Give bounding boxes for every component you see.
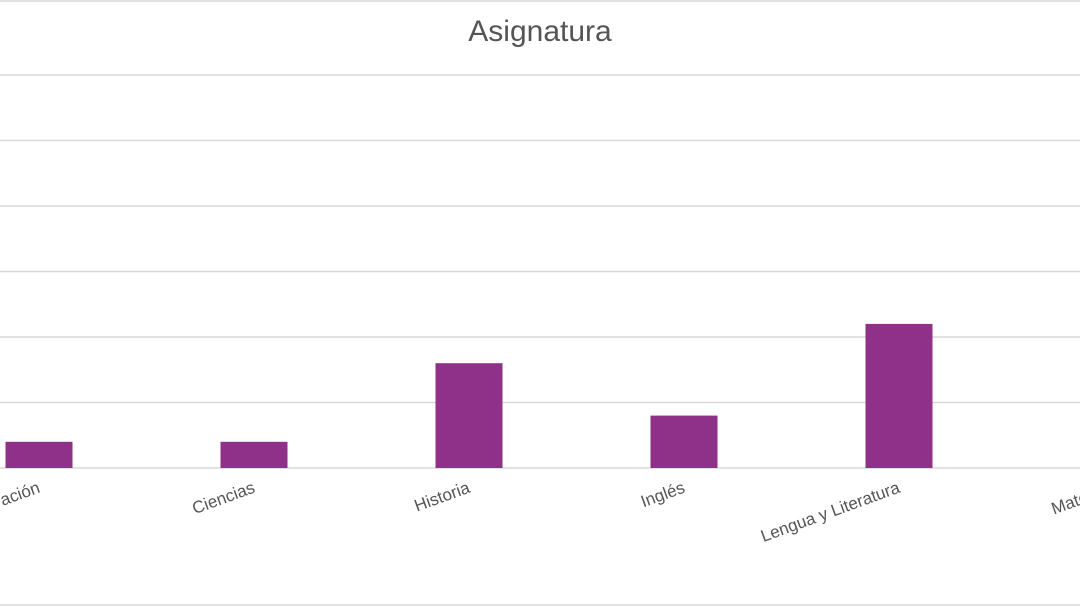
x-tick-label: Historia: [412, 478, 473, 516]
x-tick-label: Matemát: [1049, 478, 1080, 519]
x-tick-label: Inglés: [638, 478, 687, 511]
bar: [5, 441, 73, 468]
x-tick-label: Ciencias: [190, 478, 258, 518]
x-tick-label: ación: [0, 478, 42, 510]
chart-title: Asignatura: [468, 15, 612, 48]
bar: [220, 441, 288, 468]
bar: [865, 323, 933, 468]
x-tick-label: Lengua y Literatura: [758, 478, 903, 546]
bar: [650, 415, 718, 468]
bar: [435, 363, 503, 468]
